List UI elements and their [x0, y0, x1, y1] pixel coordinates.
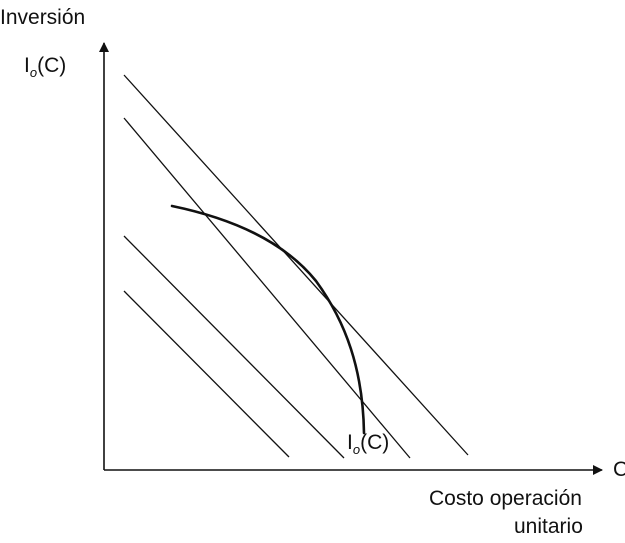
- x-axis-title-line1: Costo operación: [429, 487, 582, 510]
- x-axis-title-line2: unitario: [514, 515, 583, 538]
- function-argument: (C): [37, 54, 67, 77]
- y-axis-function-label: Io(C): [24, 54, 66, 85]
- curve-function-argument: (C): [360, 431, 390, 454]
- iso-cost-line-4: [123, 290, 290, 458]
- y-axis-title: Inversión: [0, 6, 86, 29]
- iso-cost-line-2: [123, 117, 411, 459]
- function-symbol: I: [24, 54, 30, 77]
- function-subscript: o: [29, 65, 38, 80]
- frontier-curve-label: Io(C): [347, 431, 389, 462]
- iso-cost-line-1: [123, 74, 469, 456]
- iso-cost-line-3: [123, 235, 345, 459]
- frontier-curve: [170, 204, 366, 435]
- curve-function-symbol: I: [347, 431, 353, 454]
- curve-function-subscript: o: [352, 442, 361, 457]
- x-axis-variable-label: C: [613, 458, 625, 481]
